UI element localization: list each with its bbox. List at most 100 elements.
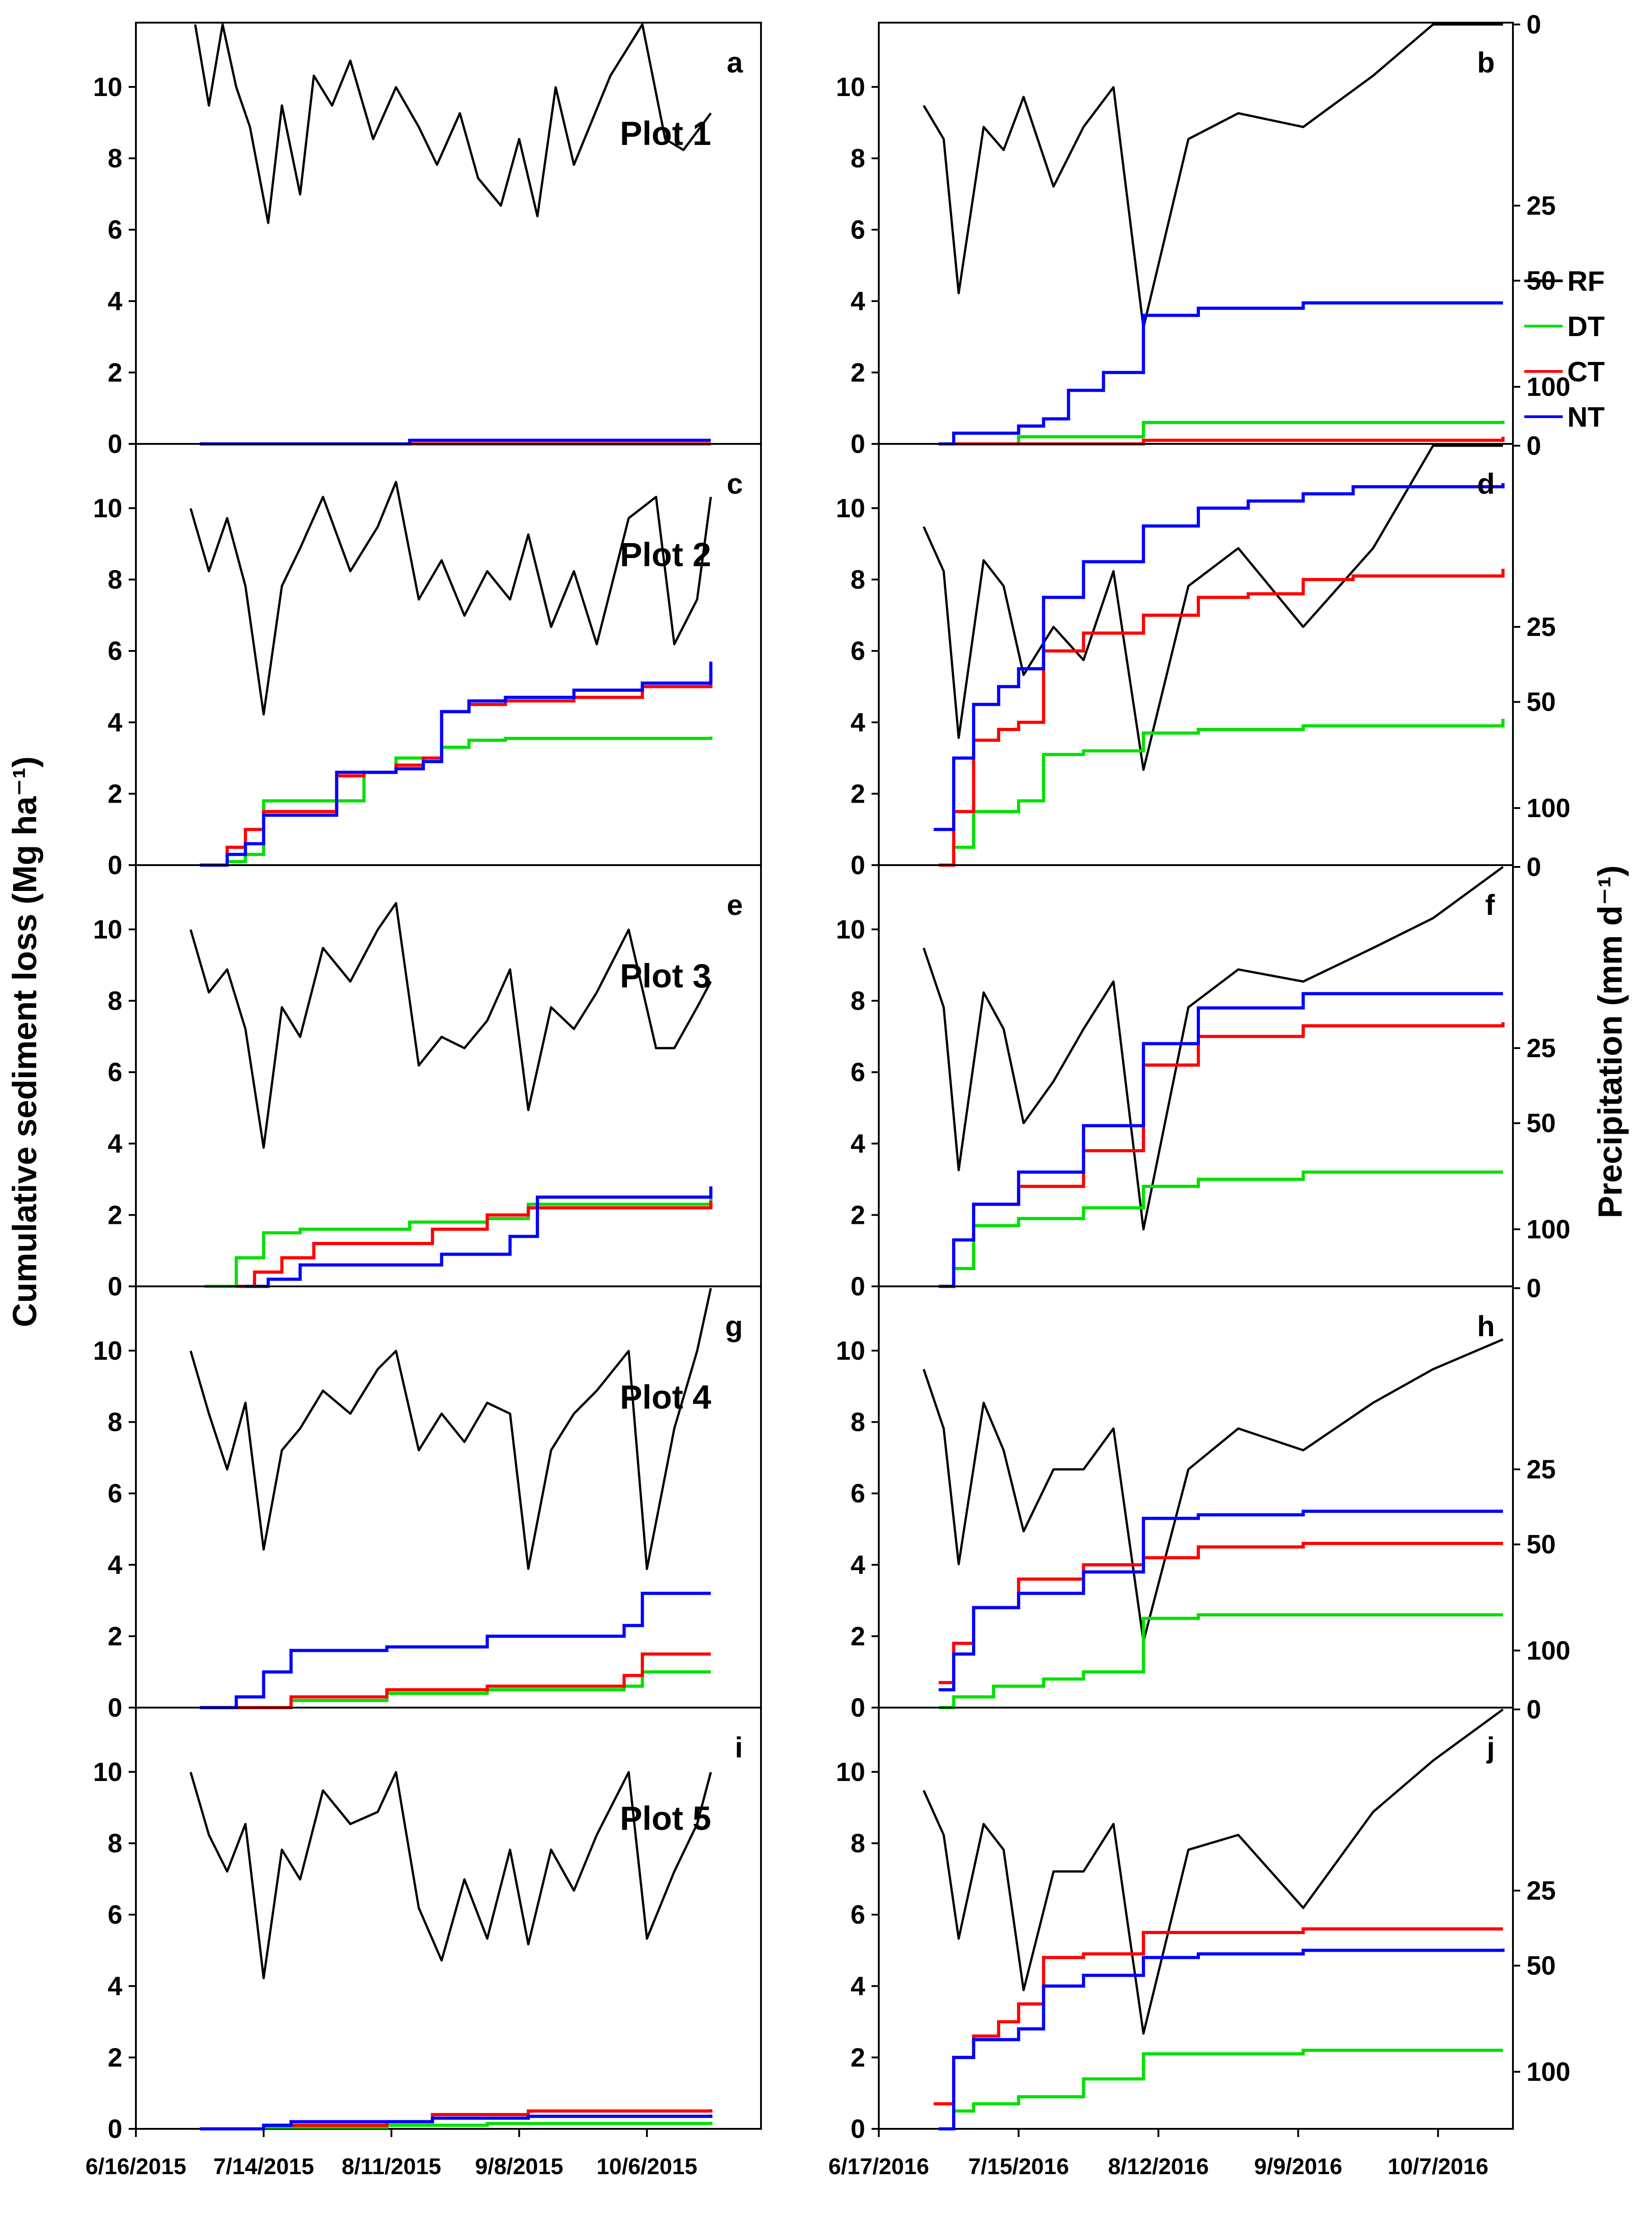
ct-series-line [236, 1200, 713, 1288]
panel-letter: e [727, 889, 743, 921]
precip-tick-label: 0 [1527, 1695, 1541, 1724]
panel-letter: c [727, 467, 743, 500]
y-tick-label: 4 [851, 287, 865, 316]
panel-letter: i [735, 1731, 743, 1764]
legend-label: NT [1567, 402, 1605, 433]
precip-tick-label: 0 [1527, 431, 1541, 461]
y-tick-label: 0 [108, 1272, 122, 1301]
precip-tick-label: 50 [1527, 1109, 1556, 1138]
y-tick-label: 6 [108, 1900, 122, 1930]
precip-tick-label: 100 [1527, 2057, 1570, 2087]
y-tick-label: 6 [851, 636, 865, 666]
panel-letter: d [1477, 467, 1495, 500]
x-tick-label: 9/9/2016 [1254, 2154, 1343, 2179]
y-tick-label: 6 [108, 215, 122, 245]
y-tick-label: 8 [851, 1407, 865, 1437]
rf-series-line [922, 1708, 1504, 2035]
precip-tick-label: 0 [1527, 852, 1541, 882]
nt-series-line [200, 1592, 711, 1709]
panel-letter: g [725, 1310, 743, 1343]
legend: RF DT CT NT [1524, 266, 1605, 433]
y-tick-label: 8 [108, 565, 122, 594]
y-tick-label: 10 [93, 1336, 122, 1366]
plot-label: Plot 3 [620, 957, 711, 995]
panel-a: 0 2 4 6 8 10 a Plot 1 [93, 22, 762, 459]
y-tick-label: 10 [93, 494, 122, 523]
rf-series-line [922, 1338, 1503, 1643]
x-tick-label: 10/7/2016 [1387, 2154, 1488, 2179]
rf-series-line [189, 481, 712, 716]
y-tick-label: 0 [108, 1693, 122, 1723]
nt-series-line [939, 1949, 1505, 2131]
y-tick-label: 0 [851, 1272, 865, 1301]
y-tick-label: 6 [851, 1058, 865, 1087]
panel-frame [135, 22, 762, 445]
y-tick-label: 2 [851, 358, 865, 387]
ct-series-line [939, 1022, 1505, 1288]
panel-i: 0 2 4 6 8 10 i Plot 5 6/16/2015 7/14/2015 8/11/201… [86, 1707, 762, 2179]
x-tick-label: 10/6/2015 [597, 2154, 697, 2179]
panel-c: 0 2 4 6 8 10 c Plot 2 [93, 443, 762, 880]
y-tick-label: 2 [851, 1622, 865, 1651]
ct-series-line [236, 1652, 711, 1709]
x-tick-label: 9/8/2015 [475, 2154, 564, 2179]
y-tick-label: 10 [836, 72, 865, 102]
nt-series-line [200, 661, 713, 867]
rf-series-line [189, 1288, 712, 1570]
y-tick-label: 8 [108, 144, 122, 173]
y-tick-label: 10 [836, 494, 865, 523]
nt-series-line [245, 1186, 713, 1288]
y-tick-label: 2 [108, 1200, 122, 1230]
precip-tick-label: 50 [1527, 1951, 1556, 1981]
x-tick-label: 7/15/2016 [968, 2154, 1069, 2179]
nt-series-line [939, 1510, 1503, 1692]
y-tick-label: 4 [851, 708, 865, 737]
dt-series-line [939, 1170, 1503, 1288]
panel-g: 0 2 4 6 8 10 g Plot 4 [93, 1285, 762, 1723]
dt-series-line [939, 2049, 1503, 2131]
precip-tick-label: 0 [1527, 1274, 1541, 1303]
plot-label: Plot 1 [620, 115, 711, 152]
x-tick-label: 8/11/2015 [342, 2154, 441, 2179]
y-tick-label: 0 [851, 2114, 865, 2144]
y-tick-label: 6 [851, 1900, 865, 1930]
panel-letter: b [1477, 46, 1495, 79]
y-tick-label: 0 [108, 2114, 122, 2144]
rf-series-line [922, 866, 1504, 1231]
panel-frame [135, 1707, 762, 2130]
legend-item-rf: RF [1524, 266, 1605, 297]
precip-tick-label: 50 [1527, 1530, 1556, 1559]
y-tick-label: 2 [851, 1200, 865, 1230]
x-tick-label: 6/17/2016 [828, 2154, 929, 2179]
rf-series-line [922, 444, 1503, 771]
panel-frame [135, 443, 762, 866]
legend-item-dt: DT [1524, 311, 1605, 342]
y-tick-label: 0 [108, 429, 122, 459]
y-tick-label: 8 [108, 1407, 122, 1437]
rf-series-line [194, 23, 712, 224]
y-tick-label: 0 [851, 851, 865, 880]
rf-series-line [189, 902, 712, 1149]
y-tick-label: 2 [108, 2043, 122, 2072]
y-tick-label: 4 [108, 708, 122, 737]
precip-tick-label: 100 [1527, 372, 1570, 402]
panel-letter: a [727, 46, 743, 79]
rf-series-line [189, 1771, 712, 1979]
right-axis-label: Precipitation (mm d⁻¹) [1591, 865, 1629, 1218]
legend-label: DT [1567, 311, 1605, 342]
y-tick-label: 4 [108, 287, 122, 316]
nt-series-line [934, 483, 1505, 831]
y-tick-label: 4 [851, 1550, 865, 1580]
precip-tick-label: 25 [1527, 191, 1556, 221]
rf-series-line [923, 23, 1503, 329]
panel-letter: h [1477, 1310, 1495, 1343]
legend-label: CT [1567, 356, 1605, 388]
ct-series-line [939, 1542, 1503, 1685]
precip-tick-label: 50 [1527, 688, 1556, 717]
